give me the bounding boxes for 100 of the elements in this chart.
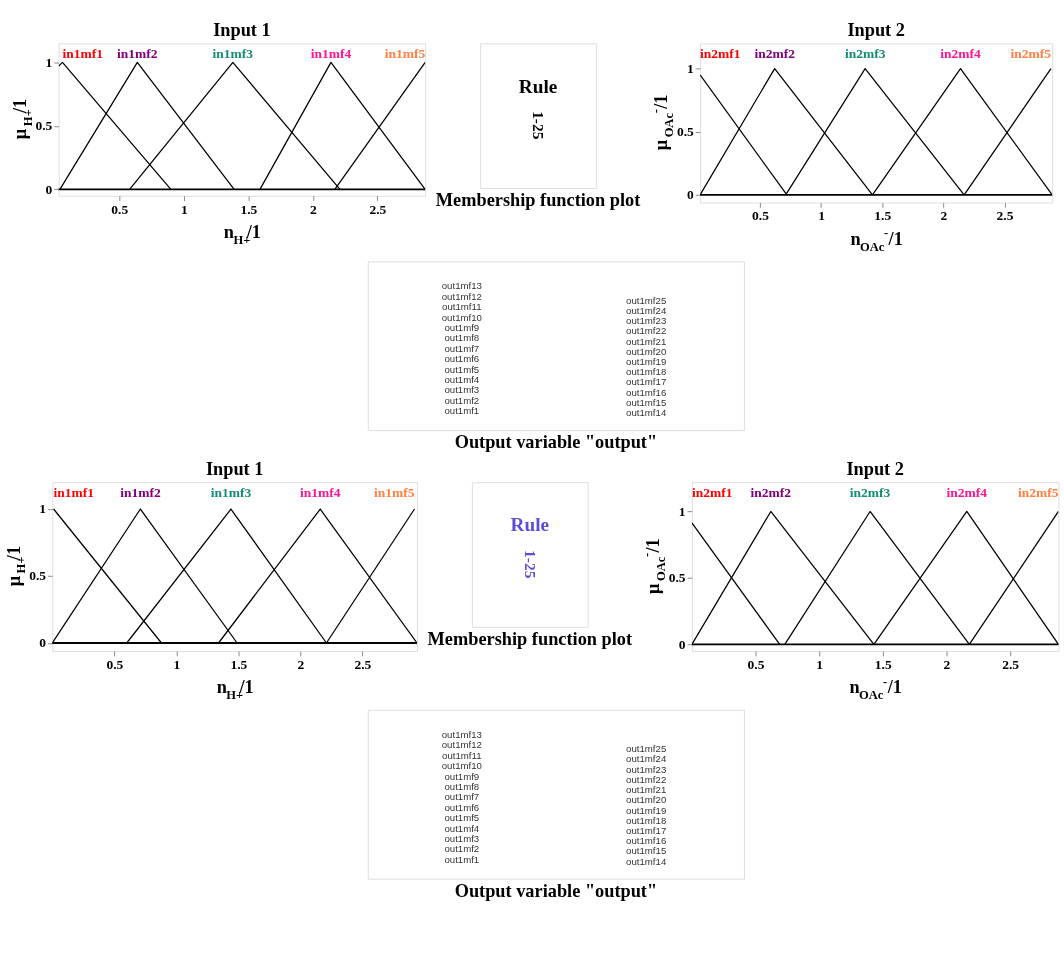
text: out1mf5: [444, 363, 480, 375]
text: out1mf4: [444, 822, 480, 834]
text: out1mf16: [626, 835, 667, 847]
series-label: in2mf5: [1017, 484, 1059, 500]
x-tick-label: 0.5: [106, 656, 124, 672]
x-tick-label: 1.5: [874, 208, 892, 224]
text: Rule: [510, 514, 550, 536]
text: out1mf12: [441, 739, 482, 751]
text: out1mf4: [444, 374, 480, 386]
text: out1mf10: [441, 760, 482, 772]
series-label: in1mf4: [299, 484, 341, 500]
series-label: in2mf4: [946, 484, 988, 500]
series-label: in1mf1: [53, 484, 95, 500]
series-label: in2mf3: [844, 45, 886, 61]
y-tick-label: 0: [678, 636, 686, 652]
text: out1mf13: [441, 280, 482, 292]
x-tick-label: 2.5: [1002, 656, 1020, 672]
y-axis-title: μH+/1: [9, 98, 35, 140]
text: 1-25: [522, 550, 540, 579]
y-tick-label: 0.5: [676, 124, 695, 140]
text: out1mf2: [444, 394, 480, 406]
y-axis-title: μH+/1: [3, 545, 29, 587]
text: out1mf17: [626, 824, 667, 836]
text: out1mf18: [626, 814, 667, 826]
text: out1mf7: [444, 791, 480, 803]
text: out1mf8: [444, 780, 480, 792]
x-tick-label: 1: [180, 201, 188, 217]
x-tick-label: 2: [940, 208, 948, 224]
x-tick-label: 1: [818, 208, 826, 224]
y-tick-label: 0: [45, 181, 53, 197]
text: out1mf9: [444, 770, 480, 782]
series-label: in2mf2: [750, 484, 792, 500]
text: Membership function plot: [427, 629, 633, 650]
series-label: in1mf3: [210, 484, 252, 500]
text: out1mf11: [442, 749, 482, 761]
text: out1mf23: [626, 315, 667, 327]
x-tick-label: 0.5: [111, 201, 129, 217]
y-tick-label: 0: [39, 635, 47, 651]
chart-title: Input 1: [205, 458, 264, 479]
text: out1mf2: [444, 843, 480, 855]
series-label: in1mf3: [212, 45, 254, 61]
text: out1mf14: [626, 407, 667, 419]
series-label: in2mf3: [849, 484, 891, 500]
text: out1mf14: [626, 855, 667, 867]
y-tick-label: 0.5: [29, 568, 47, 584]
text: out1mf16: [626, 386, 667, 398]
y-axis-title: μOAc-/1: [648, 94, 677, 151]
series-label: in1mf1: [62, 45, 104, 61]
text: out1mf24: [626, 753, 667, 765]
chart-title: Input 1: [213, 19, 271, 40]
text: Rule: [518, 75, 558, 97]
y-tick-label: 1: [678, 503, 686, 519]
text: out1mf9: [444, 321, 480, 333]
chart-title: Input 2: [847, 19, 905, 40]
text: out1mf21: [626, 784, 667, 796]
text: out1mf10: [441, 311, 482, 323]
x-tick-label: 1.5: [874, 656, 892, 672]
text: out1mf15: [626, 845, 667, 857]
y-tick-label: 1: [39, 501, 47, 517]
series-label: in2mf5: [1010, 45, 1052, 61]
x-tick-label: 2.5: [369, 201, 387, 217]
y-tick-label: 1: [45, 54, 53, 70]
text: out1mf13: [441, 728, 482, 740]
text: out1mf3: [444, 384, 480, 396]
text: out1mf19: [626, 804, 667, 816]
text: 1-25: [530, 111, 548, 140]
x-tick-label: 1: [816, 656, 824, 672]
x-tick-label: 2.5: [354, 656, 372, 672]
series-label: in1mf2: [117, 45, 158, 61]
y-tick-label: 0: [687, 187, 695, 203]
text: out1mf1: [444, 405, 480, 417]
text: out1mf3: [444, 833, 480, 845]
text: out1mf6: [444, 801, 480, 813]
text: out1mf12: [441, 290, 482, 302]
text: Output variable "output": [454, 881, 658, 902]
series-label: in2mf1: [700, 45, 741, 61]
text: out1mf24: [626, 304, 667, 316]
text: out1mf25: [626, 743, 667, 755]
text: out1mf21: [626, 335, 667, 347]
y-tick-label: 0.5: [668, 570, 686, 586]
series-label: in1mf5: [373, 484, 415, 500]
series-label: in2mf2: [754, 45, 796, 61]
y-axis-title: μOAc-/1: [640, 538, 668, 594]
text: Membership function plot: [435, 190, 642, 211]
text: out1mf19: [626, 355, 667, 367]
x-tick-label: 0.5: [747, 656, 765, 672]
x-tick-label: 1.5: [230, 656, 248, 672]
text: out1mf5: [444, 812, 480, 824]
y-tick-label: 1: [687, 60, 695, 76]
text: out1mf23: [626, 763, 667, 775]
x-tick-label: 2.5: [996, 208, 1014, 224]
text: Output variable "output": [454, 432, 658, 453]
x-tick-label: 1.5: [240, 201, 258, 217]
text: out1mf1: [444, 853, 480, 865]
text: out1mf11: [442, 301, 482, 313]
text: out1mf8: [444, 332, 480, 344]
text: out1mf6: [444, 353, 480, 365]
text: out1mf20: [626, 345, 667, 357]
x-tick-label: 2: [297, 656, 305, 672]
series-label: in2mf4: [940, 45, 981, 61]
